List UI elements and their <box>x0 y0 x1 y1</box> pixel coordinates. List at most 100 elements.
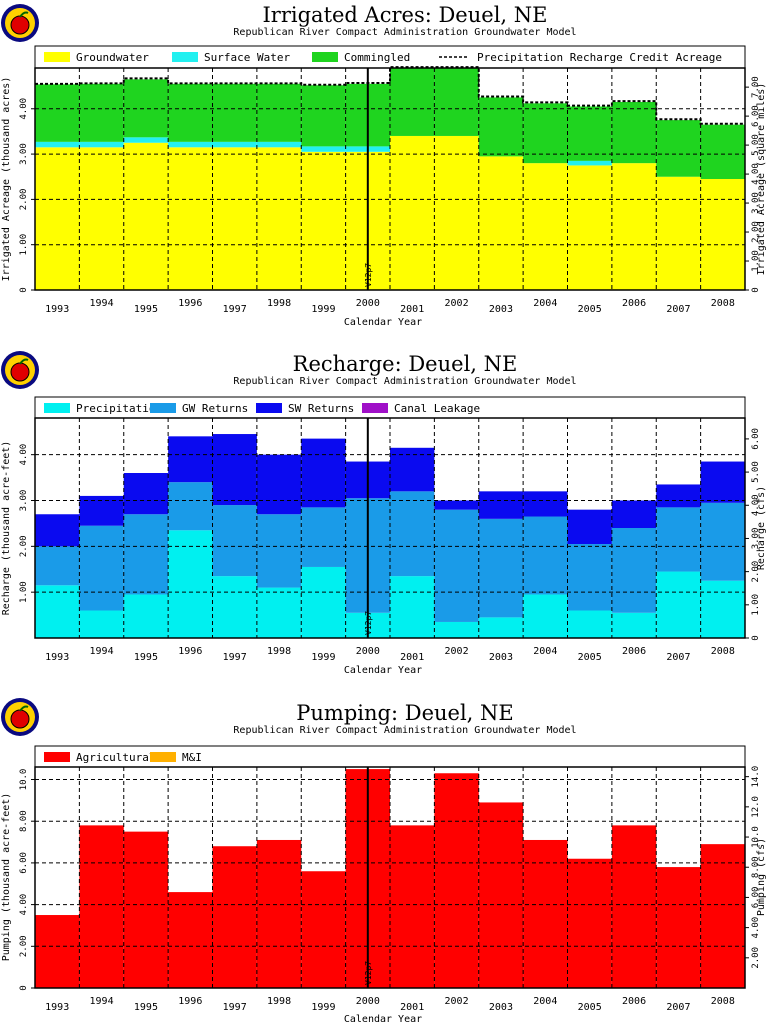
bar-agricultural-1997 <box>212 846 257 988</box>
x-tick-label-1994: 1994 <box>90 996 114 1007</box>
x-tick-label-1996: 1996 <box>178 996 202 1007</box>
bar-groundwater-1998 <box>256 147 302 290</box>
logo-leaf <box>19 705 29 712</box>
bar-precipitation-1995 <box>123 594 169 638</box>
y-tick-label-4: 3.00 <box>19 143 29 165</box>
bar-agricultural-2003 <box>478 802 524 988</box>
bar-commingled-1998 <box>256 83 302 142</box>
x-tick-label-1998: 1998 <box>267 646 291 657</box>
y2-tick-label-3: 2.00 <box>751 221 761 243</box>
y2-tick-label-6: 5.00 <box>751 461 761 483</box>
logo-apple <box>10 362 30 382</box>
bar-precipitation-1998 <box>256 587 302 638</box>
legend-swatch-2 <box>172 52 198 62</box>
bar-gw_returns-2004 <box>523 516 568 595</box>
y-tick-label-2: 1.00 <box>19 234 29 256</box>
chart-title: Pumping: Deuel, NE <box>296 701 513 725</box>
bar-precipitation-2005 <box>567 610 612 638</box>
bar-agricultural-1995 <box>123 831 169 988</box>
x-tick-label-2003: 2003 <box>489 304 513 315</box>
bar-gw_returns-1997 <box>212 505 257 577</box>
bar-precipitation-2003 <box>478 617 524 638</box>
bar-precipitation-1999 <box>301 566 346 638</box>
x-tick-label-1998: 1998 <box>267 298 291 309</box>
legend-swatch-1 <box>44 52 70 62</box>
legend-label-2: Surface Water <box>204 51 290 64</box>
bar-groundwater-1995 <box>123 142 169 290</box>
bar-commingled-2004 <box>523 103 568 164</box>
y2-tick-label-2: 1.00 <box>751 594 761 616</box>
legend-swatch-3 <box>312 52 338 62</box>
bar-groundwater-1996 <box>168 147 213 290</box>
chart-subtitle: Republican River Compact Administration … <box>233 27 576 38</box>
y-tick-label-3: 4.00 <box>19 894 29 916</box>
y-axis-title: Recharge (thousand acre-feet) <box>1 441 12 616</box>
bar-commingled-2008 <box>700 124 745 179</box>
y2-tick-label-5: 10.0 <box>751 826 761 848</box>
bar-gw_returns-2003 <box>478 518 524 618</box>
y-tick-label-3: 3.00 <box>19 490 29 512</box>
bar-surface_water-2005 <box>567 160 612 166</box>
y2-tick-label-4: 3.00 <box>751 192 761 214</box>
bar-commingled-1995 <box>123 79 169 138</box>
bar-sw_returns-2005 <box>567 509 612 545</box>
x-tick-label-1993: 1993 <box>45 652 69 663</box>
bar-gw_returns-2002 <box>434 509 479 622</box>
bar-surface_water-1997 <box>212 141 257 148</box>
bar-surface_water-1994 <box>79 141 124 148</box>
y-tick-label-3: 2.00 <box>19 189 29 211</box>
y2-axis-title: Pumping (cfs) <box>756 838 767 916</box>
bar-sw_returns-1993 <box>35 514 80 547</box>
y2-tick-label-2: 1.00 <box>751 250 761 272</box>
bar-sw_returns-2002 <box>434 500 479 510</box>
logo-leaf <box>19 11 29 18</box>
y2-tick-label-3: 2.00 <box>751 561 761 583</box>
bar-precipitation-1993 <box>35 585 80 638</box>
y2-axis-title: Irrigated Acreage (square miles) <box>756 83 767 276</box>
bar-agricultural-1993 <box>35 915 80 988</box>
y2-tick-label-1: 2.00 <box>751 947 761 969</box>
x-tick-label-1999: 1999 <box>311 304 335 315</box>
bar-commingled-2005 <box>567 106 612 161</box>
bar-sw_returns-2001 <box>390 447 435 492</box>
bar-surface_water-1999 <box>301 146 346 152</box>
legend-swatch-2 <box>150 752 176 762</box>
bar-commingled-2007 <box>656 120 701 177</box>
legend-label-3: SW Returns <box>288 402 354 415</box>
bar-agricultural-2006 <box>611 825 657 988</box>
x-tick-label-1996: 1996 <box>178 298 202 309</box>
bar-precipitation-2007 <box>656 571 701 638</box>
y2-tick-label-8: 7.00 <box>751 76 761 98</box>
y2-tick-label-6: 12.0 <box>751 796 761 818</box>
bar-groundwater-2004 <box>523 163 568 290</box>
y2-tick-label-5: 4.00 <box>751 494 761 516</box>
y2-tick-label-1: 0 <box>751 635 761 640</box>
x-tick-label-2008: 2008 <box>711 996 735 1007</box>
y2-tick-label-7: 6.00 <box>751 428 761 450</box>
legend-label-1: Agricultural <box>76 751 155 764</box>
logo-apple <box>10 15 30 35</box>
bar-commingled-2001 <box>390 68 435 136</box>
logo-leaf <box>19 358 29 365</box>
bar-precipitation-1994 <box>79 610 124 638</box>
x-tick-label-1997: 1997 <box>223 652 247 663</box>
y2-tick-label-6: 5.00 <box>751 134 761 156</box>
y2-tick-label-7: 14.0 <box>751 766 761 788</box>
bar-groundwater-2005 <box>567 165 612 290</box>
y-tick-label-1: 0 <box>19 287 29 292</box>
chart-subtitle: Republican River Compact Administration … <box>233 376 576 387</box>
bar-groundwater-2003 <box>478 156 524 290</box>
legend-label-3: Commingled <box>344 51 410 64</box>
bar-commingled-1996 <box>168 83 213 142</box>
x-tick-label-2005: 2005 <box>578 1002 602 1013</box>
bar-commingled-1993 <box>35 84 80 142</box>
plot-frame <box>34 67 746 291</box>
bar-gw_returns-1993 <box>35 546 80 586</box>
x-tick-label-1994: 1994 <box>90 646 114 657</box>
x-tick-label-2007: 2007 <box>666 304 690 315</box>
x-tick-label-1995: 1995 <box>134 652 158 663</box>
x-axis-title: Calendar Year <box>344 1014 422 1024</box>
bar-sw_returns-1996 <box>168 436 213 483</box>
bar-commingled-1999 <box>301 85 346 147</box>
version-marker-label: V12p7 <box>364 611 373 635</box>
